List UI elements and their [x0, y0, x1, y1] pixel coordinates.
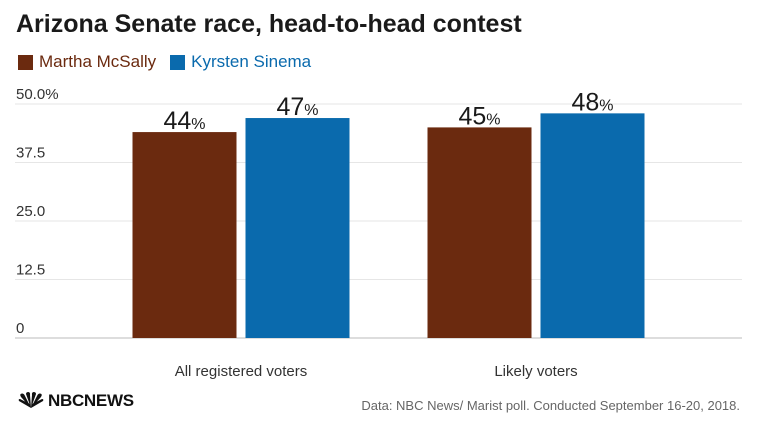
data-label: 48% — [571, 88, 613, 116]
chart-title: Arizona Senate race, head-to-head contes… — [16, 10, 522, 38]
legend-label-sinema: Kyrsten Sinema — [191, 52, 312, 71]
legend: Martha McSally Kyrsten Sinema — [18, 52, 325, 72]
x-category-label: All registered voters — [175, 363, 308, 380]
data-label: 44% — [163, 107, 205, 135]
bar-kyrsten-sinema — [245, 118, 350, 338]
legend-item-mcsally: Martha McSally — [18, 52, 156, 72]
nbc-news-logo: NBCNEWS — [18, 391, 134, 411]
source-note: Data: NBC News/ Marist poll. Conducted S… — [361, 398, 740, 413]
bar-martha-mcsally — [132, 132, 237, 338]
logo-text: NBCNEWS — [48, 391, 134, 410]
y-tick-label: 37.5 — [16, 145, 45, 162]
y-tick-label: 50.0% — [16, 86, 59, 103]
y-tick-label: 12.5 — [16, 262, 45, 279]
legend-label-mcsally: Martha McSally — [39, 52, 157, 71]
legend-swatch-sinema — [170, 54, 186, 70]
legend-swatch-mcsally — [18, 54, 33, 70]
bar-martha-mcsally — [427, 127, 532, 339]
y-tick-label: 25.0 — [16, 203, 45, 220]
peacock-icon — [18, 392, 44, 408]
legend-item-sinema: Kyrsten Sinema — [170, 52, 311, 72]
data-label: 45% — [458, 102, 500, 130]
x-category-label: Likely voters — [494, 363, 577, 380]
data-label: 47% — [276, 93, 318, 121]
bar-kyrsten-sinema — [540, 113, 645, 338]
y-tick-label: 0 — [16, 320, 24, 337]
